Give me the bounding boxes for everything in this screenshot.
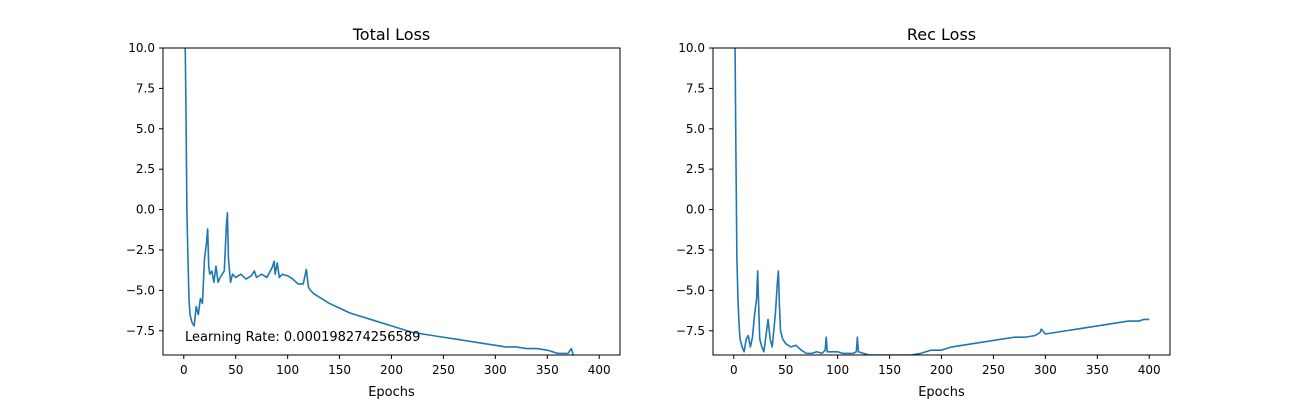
x-tick-label: 350: [536, 363, 559, 377]
chart-title: Rec Loss: [907, 25, 976, 44]
x-axis-label: Epochs: [918, 385, 965, 400]
series-line-total-loss: [184, 48, 576, 355]
x-tick-label: 400: [588, 363, 611, 377]
x-tick-label: 300: [1034, 363, 1057, 377]
x-tick-label: 250: [982, 363, 1005, 377]
chart-title: Total Loss: [352, 25, 431, 44]
x-tick-label: 150: [878, 363, 901, 377]
y-tick-label: 10.0: [678, 41, 705, 55]
y-tick-label: −2.5: [676, 243, 705, 257]
x-tick-label: 0: [180, 363, 188, 377]
subplot-total-loss: Total Loss 0 50 100 150 200 250 300 350 400 −7.5 −…: [126, 25, 621, 400]
y-tick-label: −2.5: [126, 243, 155, 257]
x-tick-label: 100: [826, 363, 849, 377]
axes-frame: [712, 47, 1171, 356]
x-tick-label: 250: [432, 363, 455, 377]
ticks-layer: 0 50 100 150 200 250 300 350 400 −7.5 −5.0 −2.5 0.0 2…: [676, 41, 1161, 377]
x-tick-label: 200: [380, 363, 403, 377]
axes-frame: [162, 47, 621, 356]
x-axis-label: Epochs: [368, 385, 415, 400]
x-tick-label: 50: [228, 363, 243, 377]
y-tick-label: −5.0: [676, 283, 705, 297]
y-tick-label: 7.5: [686, 81, 705, 95]
y-tick-label: −5.0: [126, 283, 155, 297]
plot-area: [184, 48, 576, 355]
x-tick-label: 0: [730, 363, 738, 377]
plot-area: [734, 48, 1150, 355]
y-tick-label: 7.5: [136, 81, 155, 95]
series-line-rec-loss: [734, 48, 1150, 355]
x-tick-label: 350: [1086, 363, 1109, 377]
x-tick-label: 400: [1138, 363, 1161, 377]
y-tick-label: 10.0: [128, 41, 155, 55]
x-tick-label: 200: [930, 363, 953, 377]
y-tick-label: 5.0: [136, 122, 155, 136]
y-tick-label: 0.0: [686, 203, 705, 217]
y-tick-label: 2.5: [686, 162, 705, 176]
x-tick-label: 50: [778, 363, 793, 377]
ticks-layer: 0 50 100 150 200 250 300 350 400 −7.5 −5.0 −2.5 0.0 2…: [126, 41, 611, 377]
subplot-rec-loss: Rec Loss 0 50 100 150 200 250 300 350 400 −7.5 −5.…: [676, 25, 1171, 400]
learning-rate-annotation: Learning Rate: 0.000198274256589: [185, 330, 420, 345]
y-tick-label: −7.5: [126, 324, 155, 338]
y-tick-label: −7.5: [676, 324, 705, 338]
x-tick-label: 300: [484, 363, 507, 377]
y-tick-label: 5.0: [686, 122, 705, 136]
x-tick-label: 150: [328, 363, 351, 377]
y-tick-label: 0.0: [136, 203, 155, 217]
y-tick-label: 2.5: [136, 162, 155, 176]
x-tick-label: 100: [276, 363, 299, 377]
